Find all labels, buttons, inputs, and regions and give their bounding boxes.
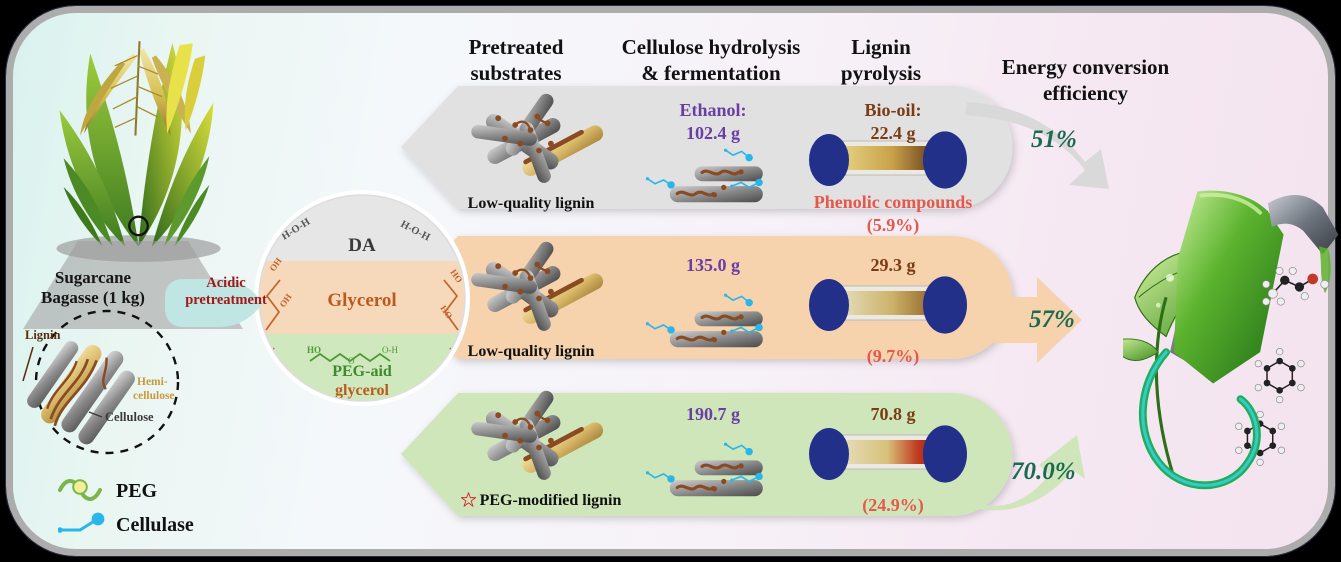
svg-text:O-H: O-H (382, 345, 398, 355)
svg-text:PEG: PEG (116, 480, 158, 502)
svg-text:Lignin: Lignin (25, 328, 60, 342)
svg-text:OH: OH (468, 338, 472, 355)
svg-text:PEG-aid: PEG-aid (332, 363, 392, 380)
svg-text:DA: DA (348, 235, 376, 256)
svg-text:glycerol: glycerol (335, 382, 389, 399)
svg-text:HO: HO (307, 345, 321, 355)
svg-text:cellulose: cellulose (133, 390, 175, 402)
svg-text:O: O (348, 356, 355, 366)
svg-text:OH: OH (442, 373, 458, 390)
svg-text:Cellulase: Cellulase (116, 514, 194, 536)
svg-text:Hemi-: Hemi- (137, 376, 168, 388)
svg-text:Cellulose: Cellulose (105, 410, 154, 424)
svg-text:Glycerol: Glycerol (327, 290, 396, 311)
